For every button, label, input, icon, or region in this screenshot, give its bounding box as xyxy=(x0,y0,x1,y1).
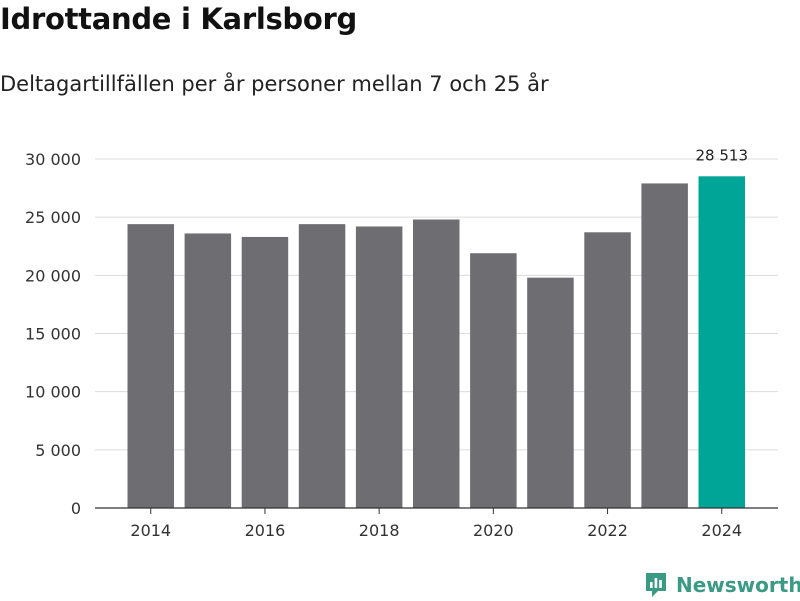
bar xyxy=(413,219,460,508)
x-tick-label: 2024 xyxy=(701,521,742,540)
y-tick-label: 20 000 xyxy=(25,266,81,285)
bar xyxy=(298,224,346,508)
y-tick-label: 10 000 xyxy=(25,383,81,402)
y-tick-label: 5 000 xyxy=(35,441,81,460)
bar xyxy=(527,277,574,508)
bar xyxy=(470,253,517,508)
bar xyxy=(584,232,631,509)
y-tick-label: 15 000 xyxy=(25,325,81,344)
bar xyxy=(355,226,403,508)
bar xyxy=(241,236,289,508)
newsworthy-brand[interactable]: Newsworthy xyxy=(644,569,800,601)
bar-chart: 0 5 000 10 000 15 000 20 000 25 000 30 000 2014… xyxy=(25,146,778,540)
x-tick-label: 2018 xyxy=(359,521,400,540)
x-tick-label: 2020 xyxy=(473,521,514,540)
chart-subtitle: Deltagartillfällen per år personer mella… xyxy=(0,72,549,96)
data-label: 28 513 xyxy=(696,146,749,164)
x-tick-label: 2014 xyxy=(130,521,171,540)
y-tick-label: 25 000 xyxy=(25,208,81,227)
bar xyxy=(184,233,232,508)
x-tick-label: 2022 xyxy=(587,521,628,540)
brand-name: Newsworthy xyxy=(676,573,800,597)
bar xyxy=(127,224,174,508)
y-tick-label: 0 xyxy=(71,499,81,518)
newsworthy-logo-icon xyxy=(646,573,666,597)
chart-title: Idrottande i Karlsborg xyxy=(0,2,357,36)
bar xyxy=(641,183,688,508)
x-tick-label: 2016 xyxy=(245,521,286,540)
bar xyxy=(698,176,745,508)
y-tick-label: 30 000 xyxy=(25,150,81,169)
